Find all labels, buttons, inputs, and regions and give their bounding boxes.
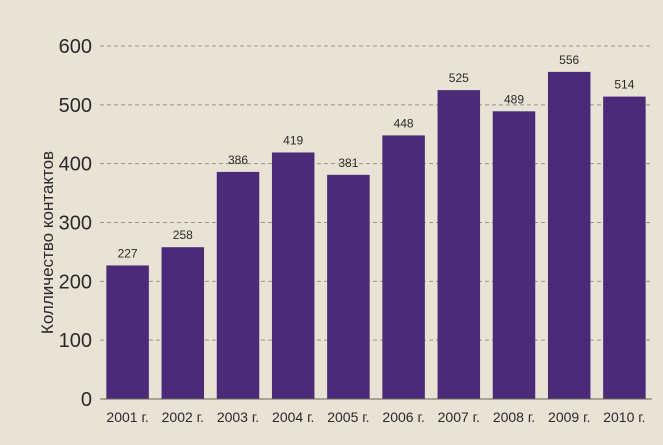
x-tick-label: 2001 г. (106, 409, 148, 425)
value-label: 227 (118, 246, 138, 260)
bar (216, 171, 260, 399)
value-label: 556 (559, 53, 579, 67)
value-label: 386 (228, 153, 248, 167)
y-tick-label: 300 (59, 213, 92, 235)
value-label: 489 (504, 92, 524, 106)
x-axis-ticks: 2001 г. 2002 г. 2003 г. 2004 г. 2005 г. 2006 … (106, 409, 645, 425)
y-tick-label: 600 (59, 36, 92, 58)
y-tick-label: 500 (59, 95, 92, 117)
value-labels: 227 258 386 419 381 448 525 489 556 514 (118, 53, 635, 261)
value-label: 514 (614, 78, 634, 92)
bar (327, 174, 370, 399)
bar (547, 71, 591, 400)
value-label: 258 (173, 228, 193, 242)
value-label: 419 (283, 133, 303, 147)
value-label: 381 (338, 156, 358, 170)
y-tick-label: 0 (81, 389, 92, 411)
y-tick-label: 100 (59, 330, 92, 352)
value-label: 448 (394, 116, 414, 130)
x-tick-label: 2006 г. (382, 409, 424, 425)
value-label: 525 (449, 71, 469, 85)
y-tick-label: 200 (59, 271, 92, 293)
x-tick-label: 2009 г. (548, 409, 590, 425)
x-tick-label: 2002 г. (162, 409, 204, 425)
x-tick-label: 2008 г. (493, 409, 535, 425)
bars (106, 71, 646, 400)
y-axis-label: Колличество контактов (38, 151, 57, 334)
bar (492, 111, 536, 400)
x-tick-label: 2010 г. (603, 409, 645, 425)
bar (106, 265, 149, 399)
y-axis-ticks: 0 100 200 300 400 500 600 (59, 36, 92, 411)
bar (603, 96, 646, 399)
bar (437, 90, 481, 399)
bar (271, 152, 315, 399)
bar (382, 135, 425, 399)
x-tick-label: 2003 г. (217, 409, 259, 425)
y-tick-label: 400 (59, 154, 92, 176)
x-tick-label: 2004 г. (272, 409, 314, 425)
bar (161, 247, 205, 399)
x-tick-label: 2005 г. (327, 409, 369, 425)
x-tick-label: 2007 г. (438, 409, 480, 425)
